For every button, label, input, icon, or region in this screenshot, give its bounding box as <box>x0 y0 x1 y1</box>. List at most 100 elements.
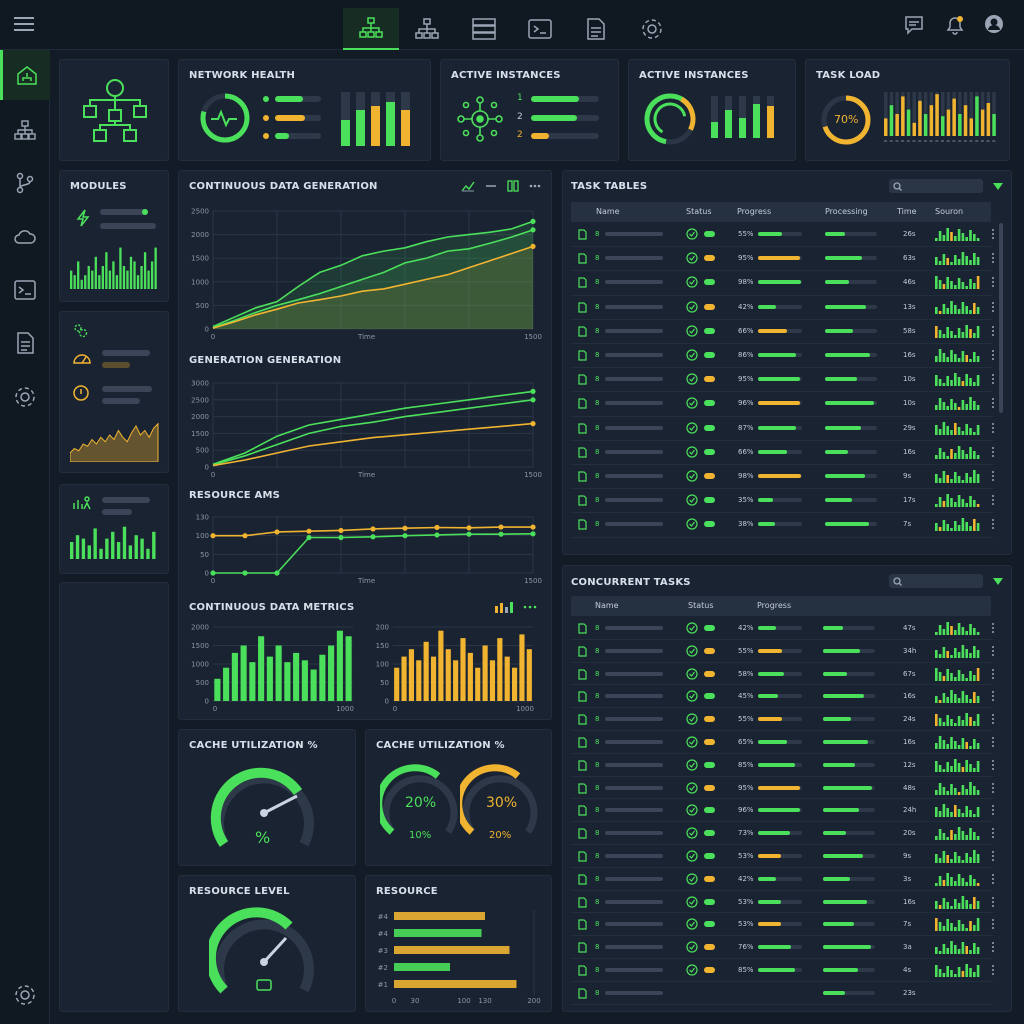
sidebar-item-settings-bottom[interactable] <box>0 970 50 1020</box>
status-dot <box>704 400 715 407</box>
table-row[interactable]: 8 98% 46s <box>571 271 995 296</box>
th-processing[interactable]: Processing <box>825 207 868 216</box>
table-row[interactable]: 8 55% 34h <box>571 640 995 663</box>
row-menu-icon[interactable] <box>991 804 995 816</box>
row-menu-icon[interactable] <box>991 736 995 748</box>
tab-settings[interactable] <box>624 8 680 50</box>
sidebar-item-cloud[interactable] <box>0 212 50 262</box>
table-row[interactable]: 8 95% 63s <box>571 247 995 272</box>
table-row[interactable]: 8 95% 48s <box>571 777 995 800</box>
sparkline-bars <box>935 850 980 863</box>
row-menu-icon[interactable] <box>991 518 995 530</box>
tab-server[interactable] <box>456 8 512 50</box>
table-row[interactable]: 8 42% 47s <box>571 617 995 640</box>
table-row[interactable]: 8 85% 12s <box>571 754 995 777</box>
tab-org-chart[interactable] <box>399 8 455 50</box>
row-menu-icon[interactable] <box>991 349 995 361</box>
sidebar-item-documents[interactable] <box>0 318 50 368</box>
table-row[interactable]: 8 42% 13s <box>571 296 995 320</box>
table-row[interactable]: 8 42% 3s <box>571 868 995 891</box>
row-menu-icon[interactable] <box>991 782 995 794</box>
row-menu-icon[interactable] <box>991 873 995 885</box>
tab-terminal[interactable] <box>512 8 568 50</box>
tab-document[interactable] <box>568 8 624 50</box>
row-menu-icon[interactable] <box>991 301 995 313</box>
menu-icon[interactable] <box>14 16 34 32</box>
table-row[interactable]: 8 55% 24s <box>571 708 995 731</box>
concurrent-tasks-search[interactable] <box>889 574 983 588</box>
row-menu-icon[interactable] <box>991 713 995 725</box>
th-status[interactable]: Status <box>688 601 714 610</box>
table-row[interactable]: 8 87% 29s <box>571 417 995 441</box>
table-row[interactable]: 8 58% 67s <box>571 663 995 686</box>
row-menu-icon[interactable] <box>991 373 995 385</box>
columns-icon[interactable] <box>507 180 519 192</box>
task-tables-search[interactable] <box>889 179 983 193</box>
table-row[interactable]: 8 53% 7s <box>571 913 995 937</box>
row-menu-icon[interactable] <box>991 276 995 288</box>
row-menu-icon[interactable] <box>991 964 995 976</box>
sidebar-item-settings[interactable] <box>0 372 50 422</box>
th-time[interactable]: Time <box>897 207 917 216</box>
sidebar-item-branches[interactable] <box>0 158 50 208</box>
row-menu-icon[interactable] <box>991 690 995 702</box>
row-menu-icon[interactable] <box>991 759 995 771</box>
table-row[interactable]: 8 66% 58s <box>571 320 995 344</box>
table-row[interactable]: 8 66% 16s <box>571 441 995 465</box>
table-row[interactable]: 8 53% 9s <box>571 845 995 868</box>
table-row[interactable]: 8 96% 10s <box>571 392 995 417</box>
more-options-icon[interactable] <box>529 184 541 188</box>
sidebar-item-hierarchy[interactable] <box>0 105 50 155</box>
table-row[interactable]: 8 98% 9s <box>571 465 995 490</box>
user-avatar-icon[interactable] <box>984 14 1004 38</box>
chevron-down-icon[interactable] <box>993 578 1003 585</box>
sidebar-item-terminal[interactable] <box>0 265 50 315</box>
row-menu-icon[interactable] <box>991 470 995 482</box>
table-row[interactable]: 8 73% 20s <box>571 822 995 845</box>
task-tables-scrollbar[interactable] <box>999 223 1003 413</box>
table-row[interactable]: 8 53% 16s <box>571 891 995 914</box>
bell-icon[interactable] <box>944 14 966 40</box>
th-name[interactable]: Name <box>596 207 620 216</box>
table-row[interactable]: 8 95% 10s <box>571 368 995 393</box>
row-menu-icon[interactable] <box>991 668 995 680</box>
table-row[interactable]: 8 45% 16s <box>571 685 995 709</box>
row-menu-icon[interactable] <box>991 918 995 930</box>
table-row[interactable]: 8 96% 24h <box>571 799 995 823</box>
line-chart-icon[interactable] <box>461 180 475 192</box>
table-row[interactable]: 8 35% 17s <box>571 489 995 514</box>
row-menu-icon[interactable] <box>991 941 995 953</box>
minimize-icon[interactable] <box>485 180 497 192</box>
row-menu-icon[interactable] <box>991 494 995 506</box>
th-progress[interactable]: Progress <box>757 601 792 610</box>
th-souron[interactable]: Souron <box>935 207 964 216</box>
chevron-down-icon[interactable] <box>993 183 1003 190</box>
row-menu-icon[interactable] <box>991 228 995 240</box>
row-menu-icon[interactable] <box>991 622 995 634</box>
more-dots-icon[interactable] <box>523 605 537 609</box>
table-row[interactable]: 8 85% 4s <box>571 959 995 982</box>
tab-hierarchy[interactable] <box>343 8 399 50</box>
sidebar-item-home[interactable] <box>0 50 50 100</box>
row-menu-icon[interactable] <box>991 252 995 264</box>
table-row[interactable]: 8 55% 26s <box>571 223 995 248</box>
th-progress[interactable]: Progress <box>737 207 772 216</box>
table-row[interactable]: 8 65% 16s <box>571 731 995 754</box>
row-menu-icon[interactable] <box>991 827 995 839</box>
table-row[interactable]: 8 86% 16s <box>571 344 995 369</box>
row-menu-icon[interactable] <box>991 325 995 337</box>
row-menu-icon[interactable] <box>991 850 995 862</box>
row-menu-icon[interactable] <box>991 422 995 434</box>
row-menu-icon[interactable] <box>991 397 995 409</box>
table-row[interactable]: 8 23s <box>571 982 993 1005</box>
chat-icon[interactable] <box>904 15 924 39</box>
table-row[interactable]: 8 76% 3a <box>571 936 995 959</box>
row-menu-icon[interactable] <box>991 446 995 458</box>
bar-chart-icon[interactable] <box>495 601 517 613</box>
th-name[interactable]: Name <box>595 601 619 610</box>
row-menu-icon[interactable] <box>991 896 995 908</box>
status-dot <box>704 376 715 383</box>
th-status[interactable]: Status <box>686 207 712 216</box>
table-row[interactable]: 8 38% 7s <box>571 513 995 538</box>
row-menu-icon[interactable] <box>991 645 995 657</box>
